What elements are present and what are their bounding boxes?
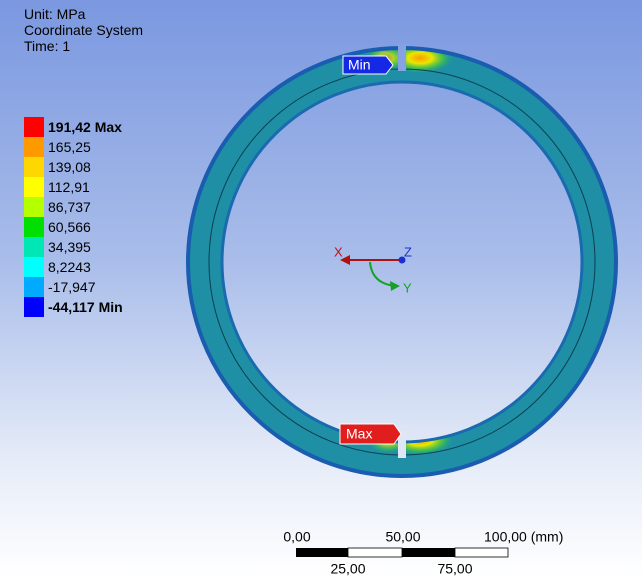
gap [398, 44, 406, 71]
triad-x-label: X [334, 244, 343, 259]
scale-segment [348, 548, 402, 557]
min-label: Min [348, 57, 371, 73]
triad-y-axis [370, 262, 398, 286]
triad-z-label: Z [404, 244, 412, 259]
scale-label: 25,00 [330, 561, 365, 577]
scale-label: 0,00 [283, 529, 310, 545]
triad-y-label: Y [403, 280, 412, 295]
model-view: Min Max X Y Z 0,00 50,00 100,00 (mm) 25,… [0, 0, 642, 577]
scale-label: 75,00 [437, 561, 472, 577]
viewport: Unit: MPa Coordinate System Time: 1 191,… [0, 0, 642, 577]
scale-segment [402, 548, 455, 557]
scale-label: 100,00 (mm) [484, 529, 563, 545]
scale-segment [455, 548, 508, 557]
triad-y-arrow [390, 281, 400, 291]
scale-label: 50,00 [385, 529, 420, 545]
max-label: Max [346, 426, 372, 442]
scale-segment [296, 548, 348, 557]
